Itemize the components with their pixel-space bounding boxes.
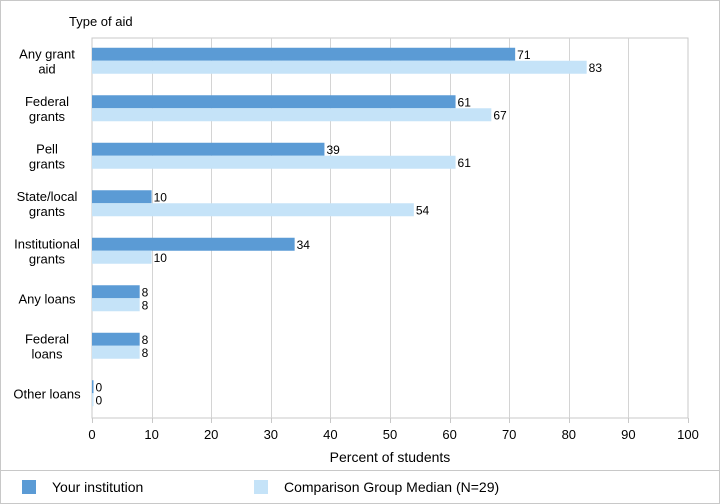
bar-value-label: 61 [458, 95, 472, 109]
bar-value-label: 34 [297, 238, 311, 252]
x-tick-label: 10 [144, 427, 158, 442]
legend-swatch [254, 480, 268, 494]
bar [92, 203, 414, 217]
x-tick-label: 70 [502, 427, 516, 442]
legend-label: Comparison Group Median (N=29) [284, 479, 499, 495]
bar-value-label: 8 [142, 333, 149, 347]
bar [92, 155, 456, 169]
bar [92, 237, 295, 251]
bar-value-label: 10 [154, 190, 168, 204]
legend-label: Your institution [52, 479, 143, 495]
category-label: Federal grants [25, 94, 69, 124]
bar-value-label: 8 [142, 285, 149, 299]
x-tick-label: 40 [323, 427, 337, 442]
bar [92, 142, 325, 156]
bar-value-label: 8 [142, 298, 149, 312]
category-label: State/local grants [17, 189, 78, 219]
legend-swatch [22, 480, 36, 494]
category-label: Any grant aid [19, 46, 75, 76]
bar-value-label: 10 [154, 251, 168, 265]
x-tick-label: 90 [621, 427, 635, 442]
bar-value-label: 61 [458, 156, 472, 170]
category-label: Pell grants [29, 141, 66, 171]
bar [92, 393, 94, 407]
bar-value-label: 0 [96, 380, 103, 394]
category-label: Federal loans [25, 331, 69, 361]
x-tick-label: 50 [383, 427, 397, 442]
category-label: Institutional grants [14, 236, 80, 266]
bar [92, 190, 152, 204]
x-tick-label: 20 [204, 427, 218, 442]
x-tick-label: 30 [264, 427, 278, 442]
bar-value-label: 83 [589, 61, 603, 75]
bar [92, 285, 140, 299]
x-axis-label: Percent of students [330, 449, 451, 465]
bar-value-label: 54 [416, 203, 430, 217]
bar [92, 47, 516, 61]
legend: Your institution Comparison Group Median … [22, 479, 499, 495]
bar-value-label: 67 [493, 108, 507, 122]
bar-value-label: 0 [96, 393, 103, 407]
x-tick-label: 100 [677, 427, 699, 442]
bar [92, 95, 456, 109]
bar [92, 332, 140, 346]
bar-value-label: 8 [142, 346, 149, 360]
x-tick-label: 60 [442, 427, 456, 442]
category-label: Other loans [13, 386, 81, 401]
bar [92, 108, 492, 122]
category-labels: Any grant aid Federal grants Pell grants State… [13, 46, 81, 401]
x-tick-label: 0 [88, 427, 95, 442]
bar [92, 60, 587, 74]
x-tick-labels: 0 10 20 30 40 50 60 70 80 90 100 [88, 427, 698, 442]
category-label: Any loans [18, 291, 76, 306]
bar [92, 298, 140, 312]
bar [92, 345, 140, 359]
bar-value-label: 71 [517, 48, 531, 62]
bar [92, 250, 152, 264]
y-axis-title: Type of aid [69, 14, 133, 29]
x-tick-label: 80 [562, 427, 576, 442]
bar [92, 380, 94, 394]
bar-value-label: 39 [326, 143, 340, 157]
